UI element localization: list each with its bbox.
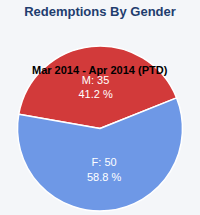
svg-text:F: 5058.8 %: F: 5058.8 %: [87, 156, 121, 182]
svg-text:M: 3541.2 %: M: 3541.2 %: [78, 74, 112, 100]
svg-text:Redemptions By Gender: Redemptions By Gender: [24, 4, 176, 19]
svg-text:Mar 2014 - Apr 2014 (PTD): Mar 2014 - Apr 2014 (PTD): [32, 64, 168, 76]
